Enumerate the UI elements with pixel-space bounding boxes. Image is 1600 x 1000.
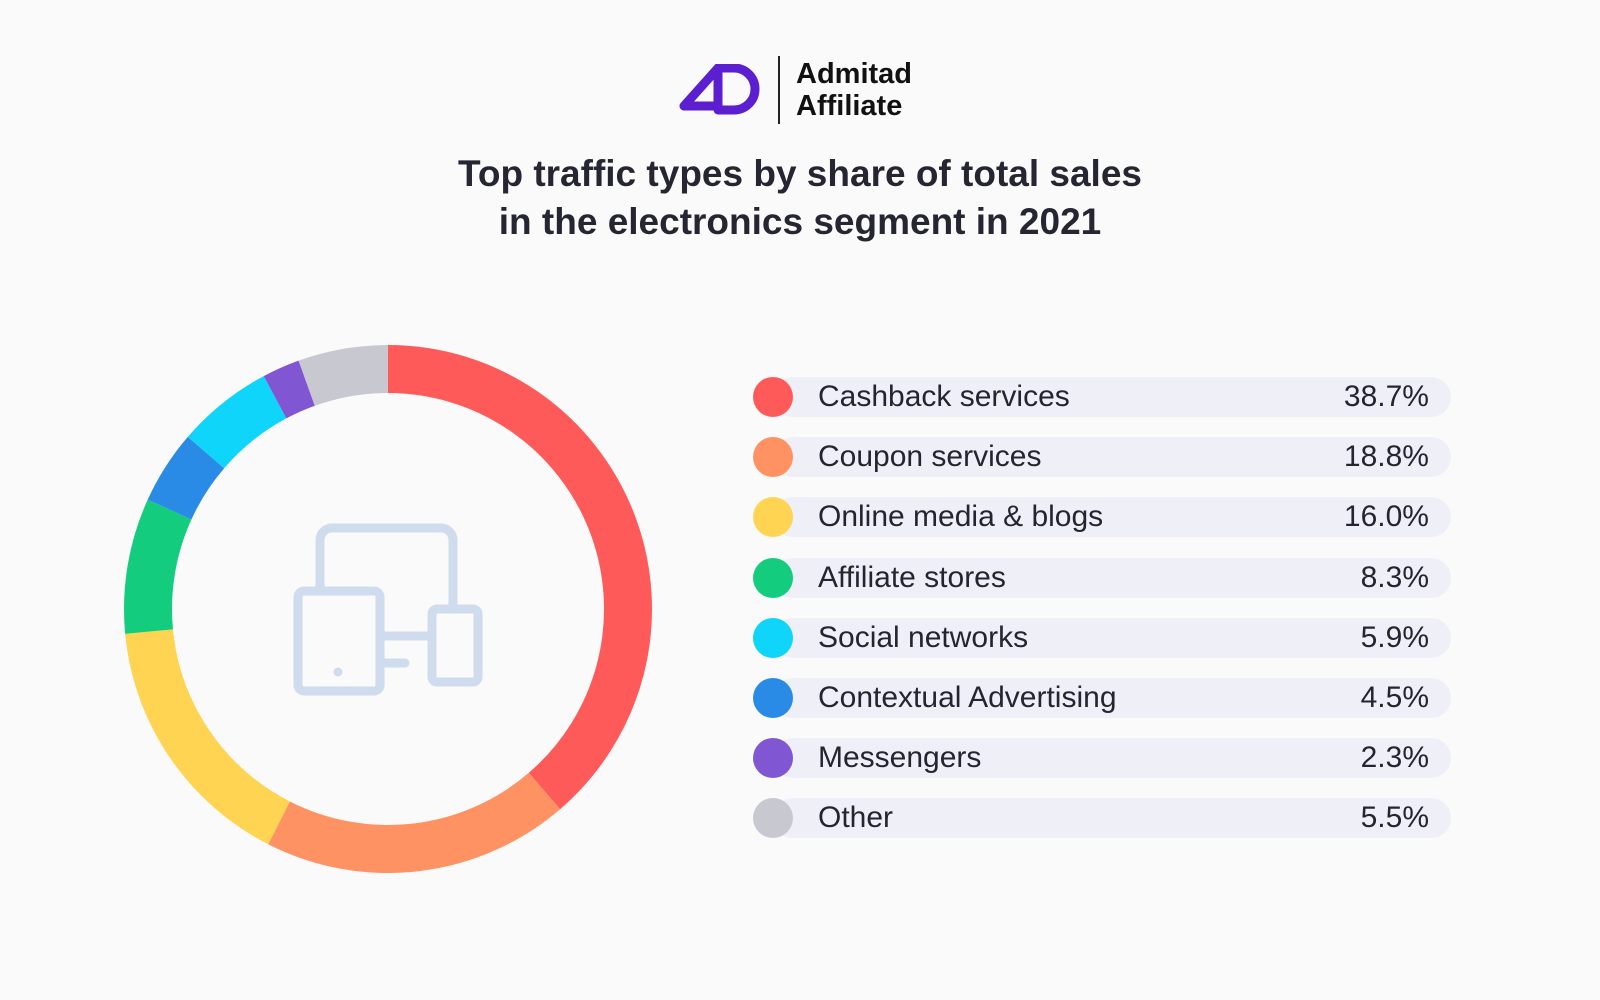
legend-value: 8.3% xyxy=(1360,560,1429,594)
legend-item: Coupon services 18.8% xyxy=(753,437,1453,478)
legend-label: Other xyxy=(818,801,894,835)
legend-item: Online media & blogs 16.0% xyxy=(753,497,1453,538)
logo-divider xyxy=(778,56,780,124)
legend-swatch xyxy=(753,497,793,538)
legend-value: 2.3% xyxy=(1360,741,1429,775)
title-line-1: Top traffic types by share of total sale… xyxy=(458,153,1142,194)
legend-value: 4.5% xyxy=(1360,680,1429,714)
legend-label: Online media & blogs xyxy=(818,500,1104,534)
legend-value: 16.0% xyxy=(1343,500,1429,534)
legend-label: Social networks xyxy=(818,620,1029,654)
legend-item: Contextual Advertising 4.5% xyxy=(753,677,1453,718)
legend-value: 38.7% xyxy=(1343,380,1429,413)
admitad-mark-icon xyxy=(679,64,760,115)
legend-value: 5.9% xyxy=(1360,620,1429,654)
admitad-logo: Admitad Affiliate xyxy=(678,56,912,124)
logo-line-1: Admitad xyxy=(796,58,912,90)
legend-item: Affiliate stores 8.3% xyxy=(753,557,1453,598)
legend-pill xyxy=(773,798,1451,839)
donut-segment-contextual-advertising xyxy=(147,436,225,520)
legend-swatch xyxy=(753,557,793,598)
donut-segment-coupon-services xyxy=(268,772,561,873)
legend-label: Affiliate stores xyxy=(818,560,1006,594)
legend-item: Cashback services 38.7% xyxy=(753,377,1453,417)
legend-swatch xyxy=(753,738,793,779)
logo-line-2: Affiliate xyxy=(796,90,903,122)
legend-swatch xyxy=(753,437,793,478)
legend-label: Coupon services xyxy=(818,440,1042,474)
legend-pill xyxy=(773,677,1451,718)
legend-item: Messengers 2.3% xyxy=(753,738,1453,779)
legend-label: Cashback services xyxy=(818,380,1070,413)
title-line-2: in the electronics segment in 2021 xyxy=(498,201,1102,242)
devices-icon xyxy=(293,523,483,696)
chart-title: Top traffic types by share of total sale… xyxy=(0,150,1600,246)
legend-label: Messengers xyxy=(818,741,982,775)
legend-value: 5.5% xyxy=(1360,801,1429,835)
donut-segment-affiliate-stores xyxy=(124,499,192,634)
legend-swatch xyxy=(753,798,793,839)
legend-item: Other 5.5% xyxy=(753,798,1453,839)
donut-segment-messengers xyxy=(263,360,316,419)
donut-segment-online-media-blogs xyxy=(125,628,291,845)
legend-swatch xyxy=(753,377,793,417)
legend-pill xyxy=(773,738,1451,779)
legend: Cashback services 38.7% Coupon services … xyxy=(753,377,1453,859)
legend-swatch xyxy=(753,677,793,718)
donut-segment-social-networks xyxy=(187,376,287,469)
donut-segment-other xyxy=(298,345,389,406)
legend-pill xyxy=(773,557,1451,598)
legend-pill xyxy=(773,437,1451,478)
legend-label: Contextual Advertising xyxy=(818,680,1117,714)
legend-pill xyxy=(773,497,1451,538)
donut-segment-cashback-services xyxy=(387,345,652,810)
legend-pill xyxy=(773,377,1451,417)
legend-item: Social networks 5.9% xyxy=(753,617,1453,658)
donut-chart xyxy=(124,345,652,873)
legend-swatch xyxy=(753,617,793,658)
legend-value: 18.8% xyxy=(1343,440,1429,474)
legend-pill xyxy=(773,617,1451,658)
